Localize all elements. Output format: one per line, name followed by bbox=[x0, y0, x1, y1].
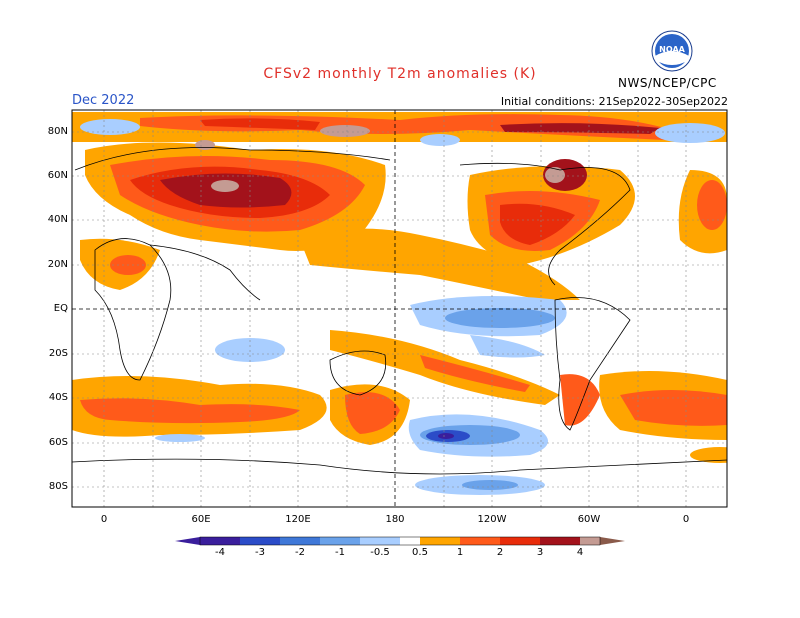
colorbar-cap-high bbox=[600, 537, 625, 545]
colorbar-label: -1 bbox=[335, 547, 345, 558]
initial-conditions: Initial conditions: 21Sep2022-30Sep2022 bbox=[500, 95, 728, 108]
colorbar-label: 0.5 bbox=[412, 547, 428, 558]
anomaly-field bbox=[72, 110, 727, 507]
colorbar-label: 4 bbox=[576, 547, 584, 558]
colorbar-label: -3 bbox=[255, 547, 265, 558]
colorbar-label: -0.5 bbox=[370, 547, 390, 558]
colorbar-cap-low bbox=[175, 537, 200, 545]
lon-label: 120E bbox=[285, 514, 311, 525]
lon-label: 60E bbox=[191, 514, 211, 525]
colorbar-label: 3 bbox=[536, 547, 544, 558]
lat-label: 40S bbox=[48, 392, 68, 403]
gridlines bbox=[72, 110, 727, 507]
lon-label: 60W bbox=[577, 514, 601, 525]
noaa-logo: NOAA bbox=[651, 30, 693, 72]
organization-label: NWS/NCEP/CPC bbox=[618, 76, 717, 90]
lat-label: 20N bbox=[47, 259, 68, 270]
colorbar-label: 2 bbox=[496, 547, 504, 558]
noaa-logo-text: NOAA bbox=[659, 45, 685, 54]
lon-label: 120W bbox=[477, 514, 507, 525]
lat-label: 40N bbox=[47, 214, 68, 225]
lon-label: 0 bbox=[682, 514, 690, 525]
map-title: CFSv2 monthly T2m anomalies (K) bbox=[263, 66, 537, 82]
lat-label: EQ bbox=[53, 303, 68, 314]
reference-lines bbox=[72, 110, 727, 507]
colorbar bbox=[175, 536, 625, 546]
lat-label: 60S bbox=[48, 437, 68, 448]
lat-label: 80S bbox=[48, 481, 68, 492]
colorbar-label: -4 bbox=[215, 547, 225, 558]
forecast-month: Dec 2022 bbox=[72, 93, 135, 108]
lon-label: 180 bbox=[385, 514, 405, 525]
lat-label: 60N bbox=[47, 170, 68, 181]
lat-label: 80N bbox=[47, 126, 68, 137]
lat-label: 20S bbox=[48, 348, 68, 359]
lon-label: 0 bbox=[100, 514, 108, 525]
colorbar-label: 1 bbox=[456, 547, 464, 558]
coastlines bbox=[72, 147, 727, 475]
map-frame bbox=[71, 109, 728, 508]
colorbar-label: -2 bbox=[295, 547, 305, 558]
